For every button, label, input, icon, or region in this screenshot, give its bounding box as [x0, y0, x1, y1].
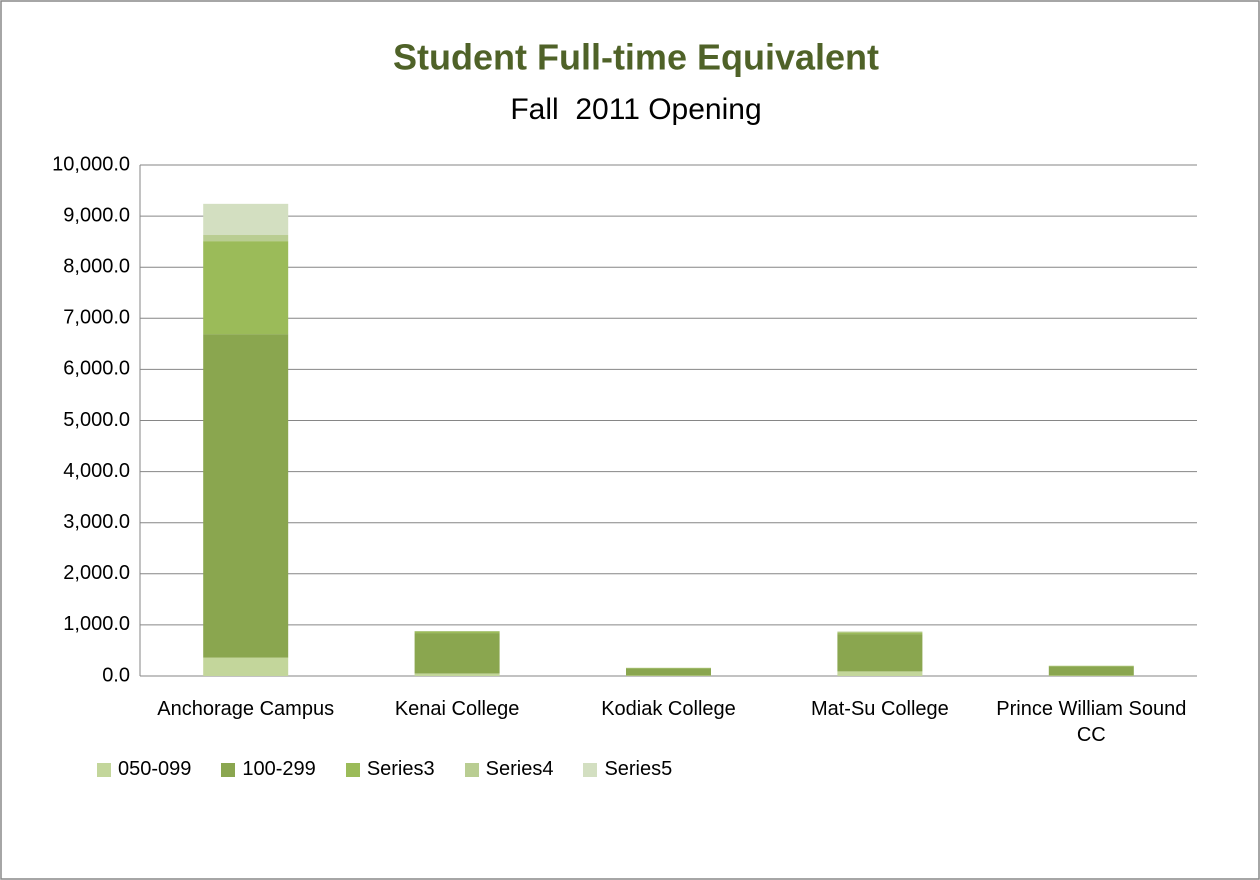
legend-label: 050-099 — [118, 758, 192, 780]
bar-segment — [1048, 666, 1134, 676]
legend-item: 050-099 — [97, 758, 191, 781]
y-tick-label: 10,000.0 — [52, 153, 130, 175]
bar-segment — [203, 235, 289, 242]
legend-item: Series4 — [464, 758, 554, 781]
bar-segment — [1048, 665, 1134, 667]
chart-subtitle: Fall 2011 Opening — [510, 93, 761, 126]
legend-label: Series5 — [604, 758, 673, 780]
y-tick-label: 2,000.0 — [63, 562, 130, 584]
y-tick-label: 3,000.0 — [63, 511, 130, 533]
y-tick-label: 5,000.0 — [63, 409, 130, 431]
legend-item: Series3 — [345, 758, 435, 781]
bar-segment — [414, 633, 500, 674]
y-tick-label: 4,000.0 — [63, 460, 130, 482]
x-tick-label: Prince William Sound CC — [996, 698, 1187, 746]
legend-swatch — [97, 762, 111, 777]
bar-segment — [414, 631, 500, 634]
bar-segment — [837, 634, 923, 672]
bar-segment — [414, 673, 500, 676]
y-tick-label: 9,000.0 — [63, 204, 130, 226]
bar-segment — [203, 334, 289, 658]
bar-segment — [203, 241, 289, 335]
x-tick-label: Kenai College — [394, 698, 520, 720]
y-tick-label: 0.0 — [102, 664, 130, 686]
y-tick-label: 8,000.0 — [63, 255, 130, 277]
legend-label: Series3 — [366, 758, 435, 780]
y-tick-label: 7,000.0 — [63, 307, 130, 329]
bar-segment — [414, 631, 500, 632]
y-tick-label: 1,000.0 — [63, 613, 130, 635]
x-tick-label: Anchorage Campus — [157, 698, 335, 720]
legend-label: 100-299 — [242, 758, 316, 780]
legend-item: 100-299 — [221, 758, 316, 781]
bar-segment — [1048, 675, 1134, 676]
chart-title: Student Full-time Equivalent — [393, 37, 879, 78]
x-tick-label: Kodiak College — [601, 698, 736, 720]
bar-segment — [837, 671, 923, 676]
bar-segment — [626, 668, 711, 676]
legend-swatch — [583, 762, 598, 777]
bar-segment — [837, 632, 923, 635]
legend: 050-099 100-299 Series3 Series4 Series5 — [97, 758, 672, 781]
legend-label: Series4 — [485, 758, 554, 780]
x-tick-label: Mat-Su College — [810, 698, 949, 720]
legend-swatch — [345, 762, 360, 777]
bar-segment — [203, 657, 289, 676]
legend-item: Series5 — [583, 758, 672, 781]
legend-swatch — [221, 762, 236, 777]
bar-segment — [203, 203, 289, 236]
bar-segment — [626, 675, 711, 676]
legend-swatch — [464, 762, 479, 777]
bar-segment — [626, 667, 711, 669]
bar-segment — [837, 631, 923, 633]
y-tick-label: 6,000.0 — [63, 358, 130, 380]
